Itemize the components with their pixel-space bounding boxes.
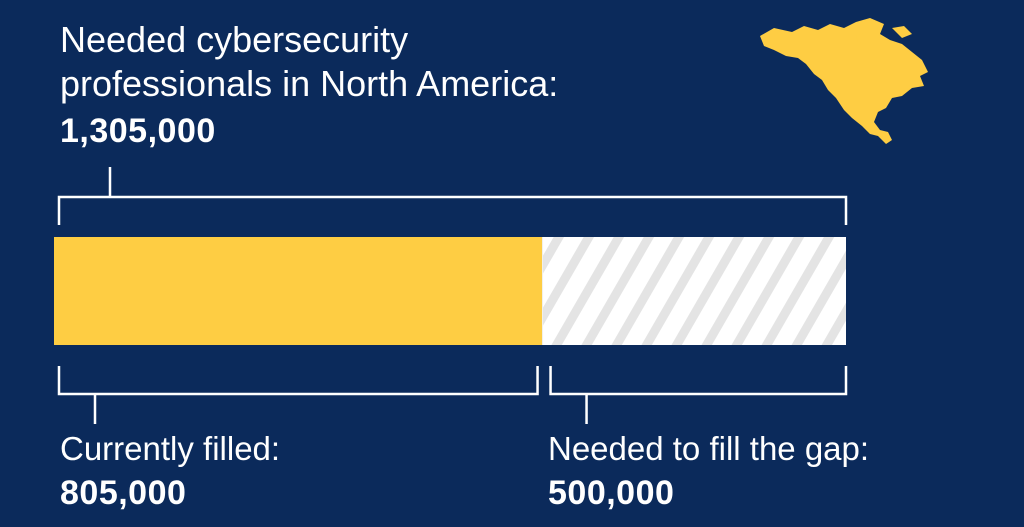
- chart-title-line-1: Needed cybersecurity: [60, 19, 409, 60]
- chart-title: Needed cybersecurity professionals in No…: [60, 18, 720, 106]
- gap-bracket: [549, 366, 848, 396]
- bar-segment-filled: [54, 237, 543, 345]
- chart-title-line-2: professionals in North America:: [60, 63, 559, 104]
- filled-bracket: [57, 366, 539, 396]
- total-bracket: [57, 195, 848, 225]
- filled-segment-label: Currently filled:: [60, 430, 281, 467]
- north-america-map-icon: [760, 18, 928, 144]
- gap-segment-label: Needed to fill the gap:: [548, 430, 870, 467]
- bar-segment-gap: [542, 237, 846, 345]
- total-value: 1,305,000: [60, 112, 216, 150]
- filled-segment-value: 805,000: [60, 474, 187, 512]
- gap-segment-value: 500,000: [548, 474, 675, 512]
